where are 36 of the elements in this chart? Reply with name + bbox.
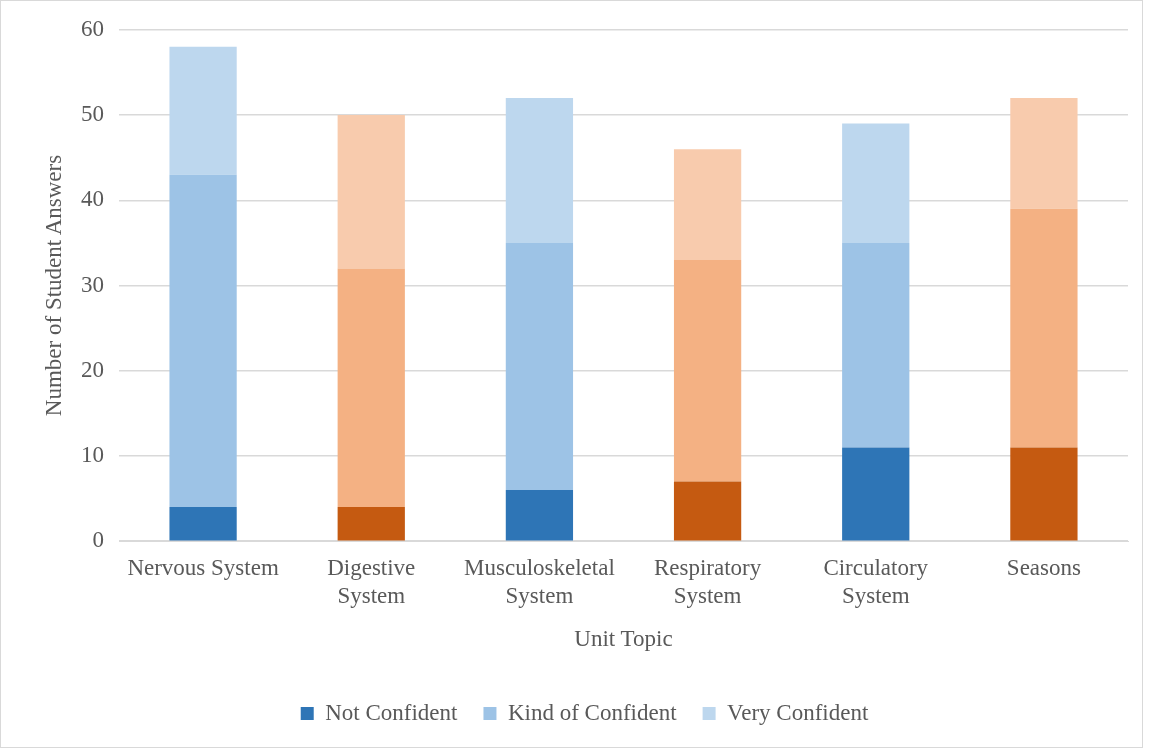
x-tick-label: Musculoskeletal System — [464, 555, 615, 608]
legend-label: Not Confident — [325, 699, 459, 725]
y-tick-label: 20 — [81, 356, 104, 382]
y-tick-label: 30 — [81, 271, 104, 297]
y-tick-label: 60 — [81, 15, 104, 41]
bar — [337, 507, 405, 541]
bar — [169, 507, 237, 541]
y-tick-label: 50 — [81, 101, 104, 127]
x-tick-label: Nervous System — [127, 555, 279, 581]
bar — [842, 123, 910, 243]
x-tick-label: Digestive System — [327, 555, 416, 608]
bar — [337, 115, 405, 269]
y-tick-label: 40 — [81, 186, 104, 212]
legend-label: Very Confident — [727, 699, 869, 725]
bar — [169, 174, 237, 508]
x-tick-label: Circulatory System — [823, 555, 929, 608]
y-axis-title: Number of Student Answers — [40, 154, 66, 417]
bar — [1010, 208, 1078, 448]
bar — [673, 259, 742, 482]
legend-label: Kind of Confident — [507, 699, 678, 725]
bar — [337, 268, 405, 508]
bar — [505, 242, 574, 491]
bar — [505, 490, 574, 541]
bar — [1010, 447, 1078, 541]
y-tick-label: 0 — [92, 527, 104, 553]
bar — [842, 447, 910, 541]
y-tick-label: 10 — [81, 442, 104, 468]
x-axis-title: Unit Topic — [574, 626, 673, 652]
bar — [1010, 97, 1078, 209]
x-tick-label: Seasons — [1006, 555, 1082, 581]
bar — [673, 481, 742, 541]
bar — [169, 46, 237, 175]
x-tick-label: Respiratory System — [653, 555, 762, 608]
bar — [505, 97, 574, 243]
bar — [673, 149, 742, 260]
bar — [842, 242, 910, 448]
